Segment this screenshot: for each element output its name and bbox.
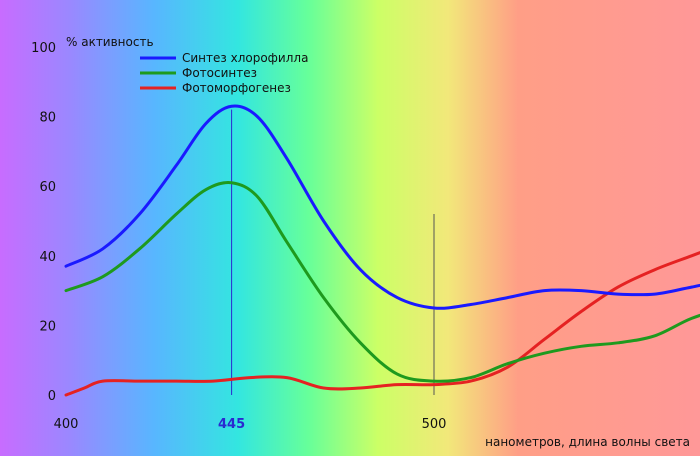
vertical-guides <box>231 109 435 395</box>
x-axis-title: нанометров, длина волны света <box>485 435 690 449</box>
y-tick-labels: 0 20 40 60 80 100 <box>31 41 56 404</box>
x-tick-labels: 400445500600660700 <box>54 417 447 432</box>
x-tick-label-400: 400 <box>54 417 79 432</box>
series-line-синтез-хлорофилла <box>64 104 700 310</box>
legend-label-синтез-хлорофилла: Синтез хлорофилла <box>182 51 308 65</box>
legend-label-фотоморфогенез: Фотоморфогенез <box>182 81 291 95</box>
y-tick-label-100: 100 <box>31 41 56 56</box>
series-line-фотоморфогенез <box>64 251 700 397</box>
y-axis-title: % активность <box>66 35 154 49</box>
y-tick-label-80: 80 <box>39 111 56 126</box>
series-layer <box>64 104 700 397</box>
x-tick-label-445: 445 <box>218 417 245 432</box>
y-tick-label-60: 60 <box>39 180 56 195</box>
legend-label-фотосинтез: Фотосинтез <box>182 66 257 80</box>
legend: Синтез хлорофиллаФотосинтезФотоморфогене… <box>140 51 308 95</box>
series-line-фотосинтез <box>64 180 700 383</box>
y-tick-label-0: 0 <box>48 389 56 404</box>
y-tick-label-40: 40 <box>39 250 56 265</box>
x-tick-label-500: 500 <box>422 417 447 432</box>
y-tick-label-20: 20 <box>39 319 56 334</box>
